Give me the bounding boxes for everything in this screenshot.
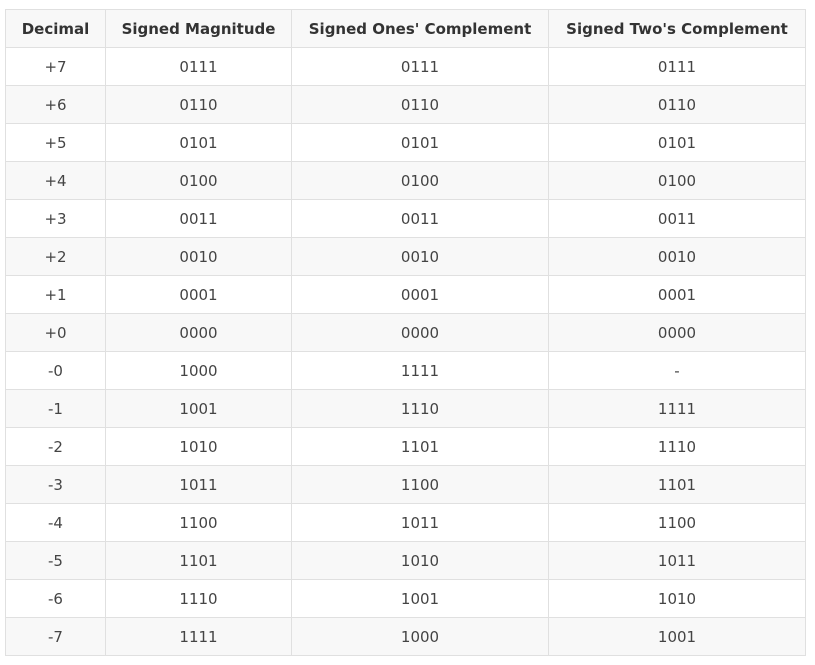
cell-signed-magnitude: 0011: [105, 199, 292, 238]
cell-decimal: -1: [5, 389, 106, 428]
cell-decimal: -2: [5, 427, 106, 466]
binary-representation-table: Decimal Signed Magnitude Signed Ones' Co…: [5, 9, 806, 656]
table-row: +2 0010 0010 0010: [5, 237, 806, 276]
cell-ones-complement: 0101: [291, 123, 549, 162]
cell-twos-complement: 0001: [548, 275, 806, 314]
cell-signed-magnitude: 1100: [105, 503, 292, 542]
cell-signed-magnitude: 1101: [105, 541, 292, 580]
cell-ones-complement: 1011: [291, 503, 549, 542]
cell-twos-complement: 1100: [548, 503, 806, 542]
table-row: -4 1100 1011 1100: [5, 503, 806, 542]
cell-signed-magnitude: 1001: [105, 389, 292, 428]
table-row: -3 1011 1100 1101: [5, 465, 806, 504]
table-row: -7 1111 1000 1001: [5, 617, 806, 656]
cell-signed-magnitude: 0100: [105, 161, 292, 200]
cell-decimal: +6: [5, 85, 106, 124]
table-header: Decimal Signed Magnitude Signed Ones' Co…: [5, 9, 806, 48]
cell-ones-complement: 1110: [291, 389, 549, 428]
cell-twos-complement: 1011: [548, 541, 806, 580]
cell-decimal: +3: [5, 199, 106, 238]
cell-ones-complement: 0110: [291, 85, 549, 124]
table-row: -2 1010 1101 1110: [5, 427, 806, 466]
cell-signed-magnitude: 0001: [105, 275, 292, 314]
cell-twos-complement: 0110: [548, 85, 806, 124]
cell-twos-complement: 0000: [548, 313, 806, 352]
cell-ones-complement: 0100: [291, 161, 549, 200]
cell-decimal: +1: [5, 275, 106, 314]
cell-twos-complement: 1010: [548, 579, 806, 618]
cell-ones-complement: 1100: [291, 465, 549, 504]
table-row: -6 1110 1001 1010: [5, 579, 806, 618]
header-signed-twos-complement: Signed Two's Complement: [548, 9, 806, 48]
cell-twos-complement: 1001: [548, 617, 806, 656]
cell-ones-complement: 1001: [291, 579, 549, 618]
cell-twos-complement: 0101: [548, 123, 806, 162]
cell-decimal: +2: [5, 237, 106, 276]
table-row: -0 1000 1111 -: [5, 351, 806, 390]
cell-ones-complement: 0111: [291, 47, 549, 86]
cell-ones-complement: 1000: [291, 617, 549, 656]
cell-signed-magnitude: 0101: [105, 123, 292, 162]
cell-signed-magnitude: 0010: [105, 237, 292, 276]
header-row: Decimal Signed Magnitude Signed Ones' Co…: [5, 9, 806, 48]
header-signed-ones-complement: Signed Ones' Complement: [291, 9, 549, 48]
table-row: -5 1101 1010 1011: [5, 541, 806, 580]
cell-signed-magnitude: 1110: [105, 579, 292, 618]
cell-twos-complement: 1110: [548, 427, 806, 466]
cell-ones-complement: 0001: [291, 275, 549, 314]
cell-ones-complement: 1101: [291, 427, 549, 466]
table-row: +7 0111 0111 0111: [5, 47, 806, 86]
cell-decimal: -4: [5, 503, 106, 542]
cell-twos-complement: 0010: [548, 237, 806, 276]
cell-twos-complement: 0011: [548, 199, 806, 238]
cell-decimal: -7: [5, 617, 106, 656]
cell-signed-magnitude: 1000: [105, 351, 292, 390]
cell-signed-magnitude: 0110: [105, 85, 292, 124]
cell-twos-complement: -: [548, 351, 806, 390]
table-row: +3 0011 0011 0011: [5, 199, 806, 238]
table-row: +4 0100 0100 0100: [5, 161, 806, 200]
cell-decimal: +4: [5, 161, 106, 200]
cell-signed-magnitude: 1011: [105, 465, 292, 504]
cell-twos-complement: 0100: [548, 161, 806, 200]
cell-signed-magnitude: 0111: [105, 47, 292, 86]
cell-decimal: -5: [5, 541, 106, 580]
table-row: +1 0001 0001 0001: [5, 275, 806, 314]
table-row: -1 1001 1110 1111: [5, 389, 806, 428]
cell-decimal: -6: [5, 579, 106, 618]
table-body: +7 0111 0111 0111 +6 0110 0110 0110 +5 0…: [5, 47, 806, 656]
table-row: +5 0101 0101 0101: [5, 123, 806, 162]
cell-decimal: +0: [5, 313, 106, 352]
cell-decimal: +7: [5, 47, 106, 86]
cell-ones-complement: 1010: [291, 541, 549, 580]
cell-ones-complement: 0000: [291, 313, 549, 352]
cell-ones-complement: 0010: [291, 237, 549, 276]
cell-twos-complement: 0111: [548, 47, 806, 86]
header-decimal: Decimal: [5, 9, 106, 48]
cell-signed-magnitude: 0000: [105, 313, 292, 352]
cell-signed-magnitude: 1010: [105, 427, 292, 466]
cell-twos-complement: 1111: [548, 389, 806, 428]
cell-signed-magnitude: 1111: [105, 617, 292, 656]
cell-decimal: -3: [5, 465, 106, 504]
cell-decimal: -0: [5, 351, 106, 390]
cell-ones-complement: 1111: [291, 351, 549, 390]
cell-twos-complement: 1101: [548, 465, 806, 504]
cell-decimal: +5: [5, 123, 106, 162]
table-row: +6 0110 0110 0110: [5, 85, 806, 124]
header-signed-magnitude: Signed Magnitude: [105, 9, 292, 48]
table-row: +0 0000 0000 0000: [5, 313, 806, 352]
cell-ones-complement: 0011: [291, 199, 549, 238]
